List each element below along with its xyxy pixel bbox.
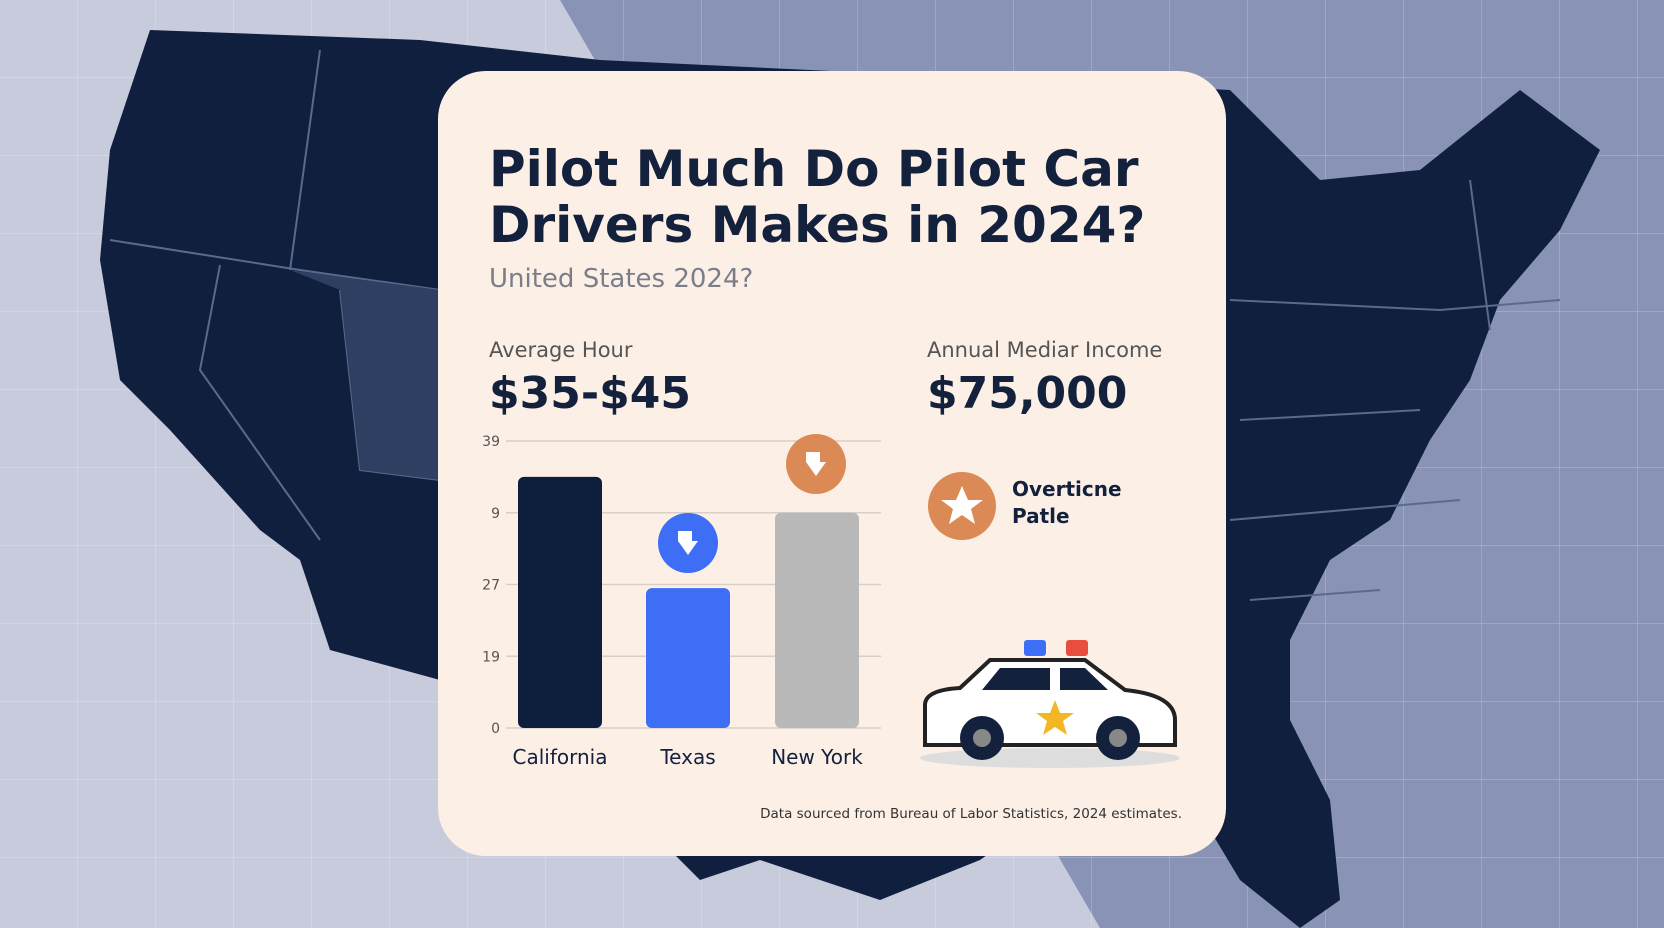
- bar-chart: 0 19 27 9 39 California Texas New York: [482, 434, 881, 769]
- y-tick-label: 27: [482, 578, 500, 594]
- footnote: Data sourced from Bureau of Labor Statis…: [760, 806, 1182, 822]
- y-tick-label: 0: [491, 721, 500, 737]
- star: [941, 486, 983, 524]
- state-shade: [290, 270, 440, 480]
- bar: [518, 476, 602, 728]
- y-tick-label: 39: [482, 434, 500, 450]
- x-tick-label: California: [513, 745, 608, 769]
- title-line: Pilot Much Do Pilot Car: [489, 140, 1139, 198]
- stat-label: Average Hour: [489, 338, 633, 362]
- bar-icon-glyph: [678, 531, 698, 555]
- y-tick-label: 9: [491, 506, 500, 522]
- stat-value: $75,000: [927, 368, 1127, 419]
- car: [920, 640, 1180, 768]
- x-tick-label: New York: [771, 745, 863, 769]
- stat-value: $35-$45: [489, 368, 691, 419]
- bar-icon-glyph: [806, 452, 826, 476]
- bar: [646, 588, 730, 728]
- subtitle: United States 2024?: [489, 264, 753, 294]
- badge-text: Patle: [1012, 504, 1070, 528]
- title-line: Drivers Makes in 2024?: [489, 196, 1145, 254]
- y-tick-label: 19: [482, 649, 500, 665]
- bar: [775, 512, 859, 728]
- badge-text: Overtiсne: [1012, 477, 1122, 501]
- stat-label: Annual Mediar Income: [927, 338, 1162, 362]
- x-tick-label: Texas: [659, 745, 715, 769]
